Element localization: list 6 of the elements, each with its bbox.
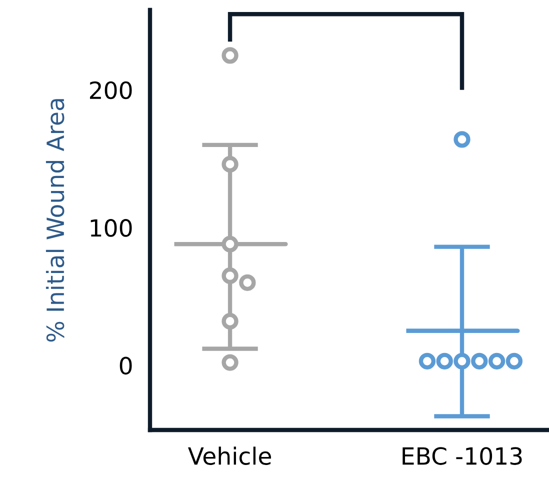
y-tick-label: 200 bbox=[90, 81, 132, 100]
x-tick-label: EBC -1013 bbox=[402, 447, 522, 465]
x-tick-label: Vehicle bbox=[188, 446, 271, 465]
y-axis-title: % Initial Wound Area bbox=[46, 99, 64, 342]
y-tick-label: 0 bbox=[120, 356, 132, 375]
y-tick-label: 100 bbox=[90, 219, 132, 237]
